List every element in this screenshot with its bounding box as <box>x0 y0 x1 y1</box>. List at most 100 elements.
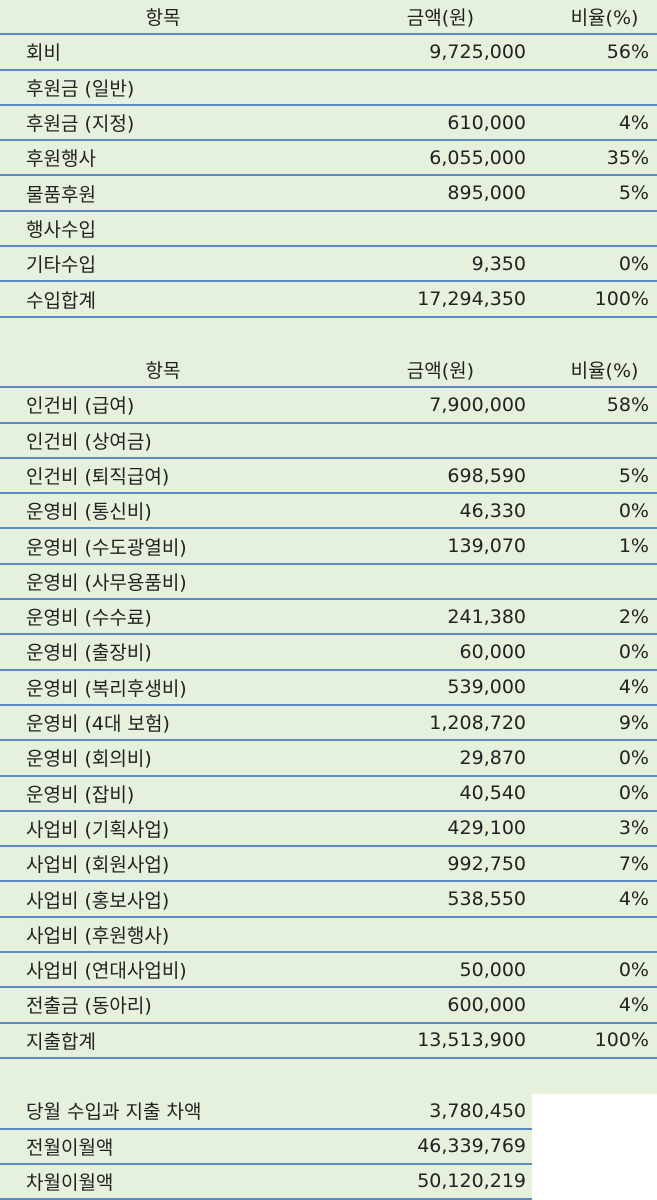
table-row: 운영비 (출장비) 60,000 0% <box>0 635 657 671</box>
amount-cell: 538,550 <box>340 882 532 918</box>
header-row: 항목 금액(원) 비율(%) <box>0 352 657 389</box>
ratio-cell: 0% <box>532 635 657 671</box>
header-ratio: 비율(%) <box>532 0 657 36</box>
table-row: 사업비 (회원사업) 992,750 7% <box>0 847 657 883</box>
header-item: 항목 <box>0 0 340 36</box>
summary-row: 전월이월액 46,339,769 <box>0 1129 657 1165</box>
item-cell: 운영비 (사무용품비) <box>0 564 340 601</box>
ratio-cell: 0% <box>532 741 657 777</box>
amount-cell: 139,070 <box>340 529 532 565</box>
amount-cell: 50,120,219 <box>340 1164 532 1200</box>
ratio-cell: 56% <box>532 35 657 71</box>
item-cell: 사업비 (기획사업) <box>0 811 340 848</box>
ratio-cell: 2% <box>532 600 657 636</box>
item-cell: 후원행사 <box>0 141 340 177</box>
ratio-cell: 0% <box>532 953 657 989</box>
amount-cell: 600,000 <box>340 988 532 1024</box>
amount-cell: 3,780,450 <box>340 1094 532 1130</box>
table-row: 후원금 (일반) <box>0 70 657 106</box>
amount-cell: 46,330 <box>340 494 532 530</box>
ratio-cell: 4% <box>532 670 657 706</box>
amount-cell: 241,380 <box>340 600 532 636</box>
item-cell: 운영비 (수수료) <box>0 600 340 636</box>
amount-cell <box>340 211 532 248</box>
empty-cell <box>532 1129 657 1165</box>
table-row: 운영비 (회의비) 29,870 0% <box>0 741 657 777</box>
item-cell: 운영비 (수도광열비) <box>0 529 340 565</box>
table-row: 인건비 (상여금) <box>0 423 657 459</box>
blank-cell <box>0 317 340 353</box>
header-row: 항목 금액(원) 비율(%) <box>0 0 657 36</box>
amount-cell: 7,900,000 <box>340 388 532 424</box>
item-cell: 후원금 (일반) <box>0 70 340 106</box>
table-row: 물품후원 895,000 5% <box>0 176 657 212</box>
header-amount: 금액(원) <box>340 352 532 389</box>
table-row: 운영비 (사무용품비) <box>0 564 657 601</box>
empty-cell <box>532 1164 657 1200</box>
amount-cell: 13,513,900 <box>340 1023 532 1059</box>
item-cell: 전출금 (동아리) <box>0 988 340 1024</box>
ratio-cell: 1% <box>532 529 657 565</box>
amount-cell: 46,339,769 <box>340 1129 532 1165</box>
amount-cell: 698,590 <box>340 458 532 495</box>
empty-cell <box>532 1094 657 1130</box>
header-item: 항목 <box>0 352 340 389</box>
amount-cell: 50,000 <box>340 953 532 989</box>
item-cell: 회비 <box>0 35 340 71</box>
table-row: 운영비 (잡비) 40,540 0% <box>0 776 657 812</box>
ratio-cell <box>532 211 657 248</box>
table-row: 운영비 (4대 보험) 1,208,720 9% <box>0 705 657 742</box>
table-row: 사업비 (후원행사) <box>0 917 657 954</box>
ratio-cell: 9% <box>532 705 657 742</box>
item-cell: 인건비 (급여) <box>0 388 340 424</box>
item-cell: 사업비 (회원사업) <box>0 847 340 883</box>
table-row: 회비 9,725,000 56% <box>0 35 657 71</box>
table-row: 사업비 (기획사업) 429,100 3% <box>0 811 657 848</box>
blank-row <box>0 317 657 353</box>
table-row: 인건비 (급여) 7,900,000 58% <box>0 388 657 424</box>
amount-cell <box>340 423 532 459</box>
summary-row: 차월이월액 50,120,219 <box>0 1164 657 1200</box>
table-row: 인건비 (퇴직급여) 698,590 5% <box>0 458 657 495</box>
amount-cell: 895,000 <box>340 176 532 212</box>
blank-cell <box>532 317 657 353</box>
item-cell: 운영비 (4대 보험) <box>0 705 340 742</box>
table-row: 운영비 (통신비) 46,330 0% <box>0 494 657 530</box>
amount-cell: 29,870 <box>340 741 532 777</box>
ratio-cell: 100% <box>532 282 657 318</box>
header-amount: 금액(원) <box>340 0 532 36</box>
table-row: 기타수입 9,350 0% <box>0 247 657 283</box>
ratio-cell <box>532 70 657 106</box>
table-row: 후원금 (지정) 610,000 4% <box>0 105 657 142</box>
amount-cell: 60,000 <box>340 635 532 671</box>
item-cell: 전월이월액 <box>0 1129 340 1165</box>
item-cell: 기타수입 <box>0 247 340 283</box>
amount-cell: 9,350 <box>340 247 532 283</box>
item-cell: 운영비 (복리후생비) <box>0 670 340 706</box>
ratio-cell: 0% <box>532 247 657 283</box>
table-row: 운영비 (수수료) 241,380 2% <box>0 600 657 636</box>
item-cell: 사업비 (연대사업비) <box>0 953 340 989</box>
ratio-cell <box>532 423 657 459</box>
table-row: 전출금 (동아리) 600,000 4% <box>0 988 657 1024</box>
blank-cell <box>532 1058 657 1095</box>
summary-row: 당월 수입과 지출 차액 3,780,450 <box>0 1094 657 1130</box>
item-cell: 물품후원 <box>0 176 340 212</box>
item-cell: 후원금 (지정) <box>0 105 340 142</box>
amount-cell: 17,294,350 <box>340 282 532 318</box>
item-cell: 수입합계 <box>0 282 340 318</box>
amount-cell <box>340 564 532 601</box>
ratio-cell: 4% <box>532 105 657 142</box>
table-row: 후원행사 6,055,000 35% <box>0 141 657 177</box>
ratio-cell: 58% <box>532 388 657 424</box>
item-cell: 사업비 (후원행사) <box>0 917 340 954</box>
blank-cell <box>340 317 532 353</box>
ratio-cell: 7% <box>532 847 657 883</box>
ratio-cell: 100% <box>532 1023 657 1059</box>
ratio-cell: 0% <box>532 776 657 812</box>
amount-cell: 539,000 <box>340 670 532 706</box>
table-row: 운영비 (복리후생비) 539,000 4% <box>0 670 657 706</box>
item-cell: 당월 수입과 지출 차액 <box>0 1094 340 1130</box>
ratio-cell: 5% <box>532 176 657 212</box>
amount-cell: 429,100 <box>340 811 532 848</box>
